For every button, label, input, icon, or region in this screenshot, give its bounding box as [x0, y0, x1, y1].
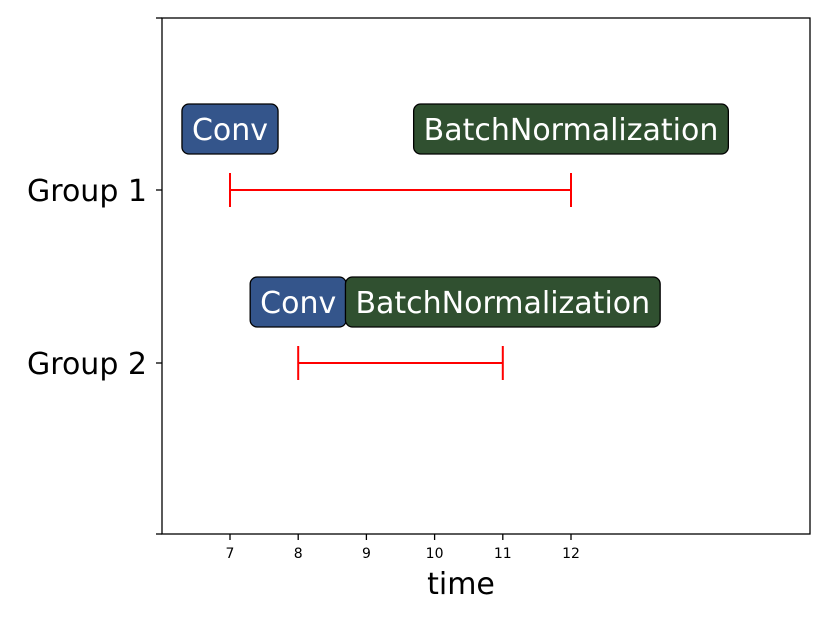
x-tick-label: 11: [494, 546, 512, 562]
x-axis-title: time: [427, 567, 495, 602]
operation-label: BatchNormalization: [355, 286, 650, 321]
operation-label: Conv: [192, 113, 268, 148]
x-tick-label: 7: [226, 546, 235, 562]
x-tick-label: 9: [362, 546, 371, 562]
operation-box: BatchNormalization: [344, 276, 661, 328]
x-tick-label: 10: [426, 546, 444, 562]
operation-label: Conv: [260, 286, 336, 321]
operation-box-bg: [412, 103, 730, 155]
operation-box: Conv: [181, 103, 279, 155]
operation-box: BatchNormalization: [412, 103, 730, 155]
x-tick-label: 12: [562, 546, 580, 562]
operation-box-bg: [181, 103, 279, 155]
operation-label: BatchNormalization: [424, 113, 719, 148]
x-tick-label: 8: [294, 546, 303, 562]
group-label: Group 1: [27, 174, 147, 209]
operation-box-bg: [344, 276, 661, 328]
group-label: Group 2: [27, 347, 147, 382]
operation-box: Conv: [249, 276, 347, 328]
plot-frame: [161, 17, 811, 535]
